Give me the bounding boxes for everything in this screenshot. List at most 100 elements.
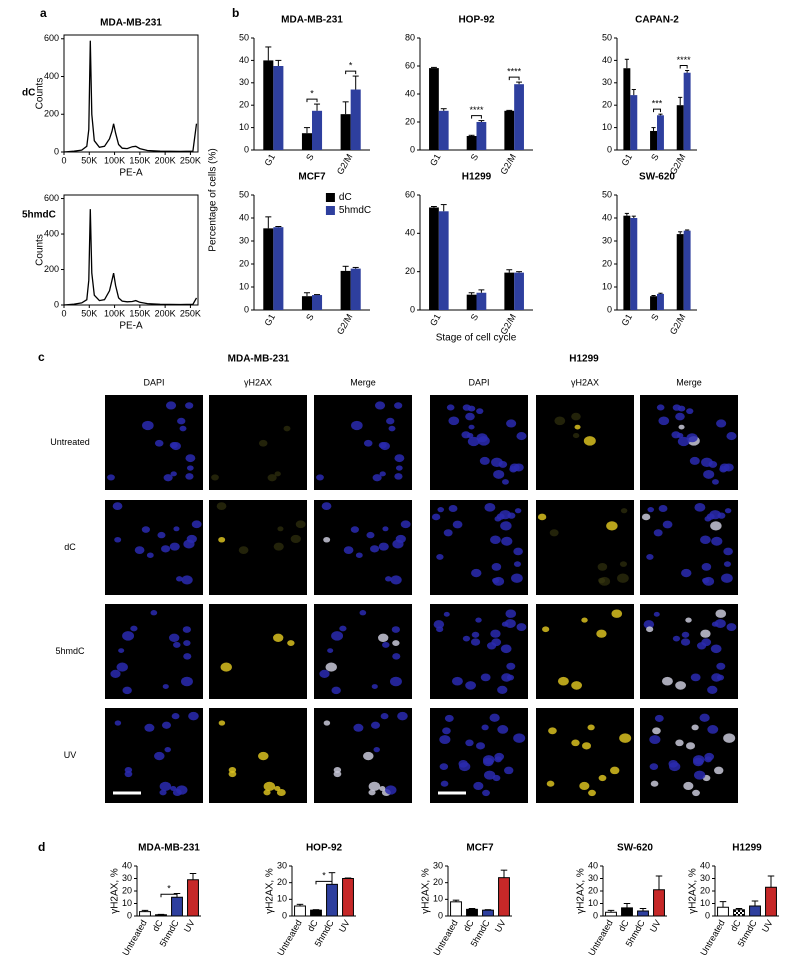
x-axis-label: PE-A	[119, 168, 143, 179]
nucleus	[395, 534, 406, 544]
nucleus	[373, 747, 380, 753]
micrograph	[105, 708, 203, 803]
bar	[605, 911, 617, 917]
nucleus	[702, 576, 715, 586]
y-tick-label: 0	[410, 304, 415, 314]
histogram-line	[63, 209, 198, 306]
y-tick-label: 30	[122, 873, 132, 883]
nucleus	[191, 520, 202, 529]
foci	[537, 513, 547, 521]
y-tick-label: 0	[244, 304, 249, 314]
y-tick-label: 10	[122, 898, 132, 908]
nucleus	[491, 457, 503, 467]
nucleus	[444, 714, 454, 722]
micrograph	[209, 708, 307, 803]
nucleus	[169, 633, 180, 642]
nucleus	[490, 535, 501, 545]
chart-title: MCF7	[466, 843, 494, 854]
nucleus	[471, 568, 482, 578]
nucleus	[185, 402, 194, 409]
nucleus	[711, 479, 719, 485]
bar	[676, 105, 684, 150]
foci	[220, 662, 232, 672]
y-tick-label: 10	[277, 894, 287, 904]
nucleus	[501, 536, 513, 546]
nucleus	[170, 786, 177, 792]
nucleus	[494, 752, 505, 761]
bar	[450, 901, 462, 917]
significance-label: *	[322, 871, 326, 881]
nucleus	[473, 781, 484, 790]
significance-bracket	[160, 893, 178, 898]
y-tick-label: 20	[122, 885, 132, 895]
y-tick-label: 30	[239, 77, 249, 87]
bar	[273, 227, 284, 310]
foci	[619, 561, 627, 567]
chart-title: HOP-92	[306, 843, 343, 854]
foci	[258, 439, 268, 447]
foci	[218, 720, 226, 726]
nucleus	[363, 751, 374, 761]
nucleus	[392, 640, 400, 647]
x-tick-label: G1	[428, 152, 443, 167]
nucleus	[672, 635, 681, 642]
significance-bracket	[471, 115, 482, 119]
nucleus	[681, 631, 690, 638]
bar	[273, 66, 284, 150]
nucleus	[390, 575, 402, 585]
nucleus	[110, 669, 121, 678]
nucleus	[499, 510, 511, 520]
y-tick-label: 10	[700, 898, 710, 908]
nucleus	[379, 442, 390, 451]
bar	[340, 270, 351, 310]
y-tick-label: 20	[277, 877, 287, 887]
nucleus	[506, 674, 515, 681]
y-tick-label: 200	[44, 109, 59, 119]
bar	[350, 89, 361, 150]
y-tick-label: 30	[277, 860, 287, 870]
nucleus	[483, 770, 496, 780]
column-label: γH2AX	[571, 377, 599, 387]
nucleus	[169, 542, 180, 551]
x-tick-label: Untreated	[275, 918, 303, 957]
nucleus	[440, 780, 449, 787]
significance-label: *	[167, 884, 171, 894]
nucleus	[439, 735, 451, 744]
nucleus	[368, 781, 381, 791]
nucleus	[163, 474, 173, 482]
y-tick-label: 10	[602, 281, 612, 291]
nucleus	[433, 620, 445, 629]
nucleus	[649, 735, 661, 744]
foci	[263, 781, 276, 791]
nucleus	[323, 536, 331, 543]
foci	[598, 576, 611, 586]
x-tick-label: S	[649, 312, 661, 322]
nucleus	[669, 762, 681, 772]
nucleus	[186, 465, 194, 471]
y-tick-label: 60	[405, 60, 415, 70]
nucleus	[436, 626, 444, 633]
nucleus	[675, 681, 686, 690]
x-tick-label: G2/M	[335, 152, 355, 176]
nucleus	[671, 431, 681, 439]
y-axis-label: Percentage of cells (%)	[208, 148, 219, 251]
x-tick-label: G2/M	[498, 152, 518, 176]
bar	[301, 133, 312, 150]
nucleus	[448, 504, 458, 512]
nucleus	[492, 576, 505, 586]
foci	[619, 733, 632, 743]
nucleus	[726, 432, 737, 441]
nucleus	[493, 469, 505, 479]
bar	[476, 122, 487, 150]
nucleus	[482, 757, 494, 767]
bar	[429, 68, 439, 150]
nucleus	[704, 752, 715, 761]
foci	[287, 640, 295, 647]
nucleus	[710, 644, 722, 654]
nucleus	[680, 638, 691, 646]
bar	[749, 905, 761, 917]
nucleus	[696, 642, 707, 650]
nucleus	[339, 625, 347, 632]
nucleus	[188, 711, 199, 721]
nucleus	[721, 573, 733, 583]
